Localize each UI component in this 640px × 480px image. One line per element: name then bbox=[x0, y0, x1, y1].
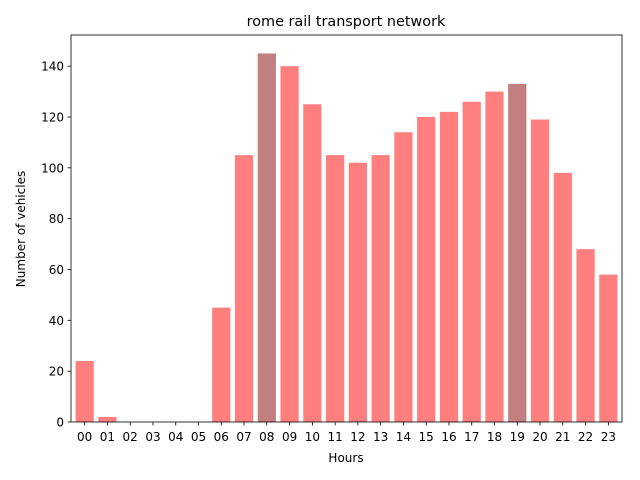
x-tick-label-13: 13 bbox=[373, 430, 388, 444]
bar-20 bbox=[530, 119, 550, 422]
bar-18 bbox=[485, 91, 504, 423]
x-tick-label-22: 22 bbox=[578, 430, 593, 444]
x-tick-label-03: 03 bbox=[145, 430, 160, 444]
x-tick-label-19: 19 bbox=[510, 430, 525, 444]
bar-06 bbox=[212, 307, 231, 422]
x-tick-label-00: 00 bbox=[77, 430, 92, 444]
x-tick-label-08: 08 bbox=[259, 430, 274, 444]
y-axis: 0 20 40 60 80 100 120 140 bbox=[41, 60, 71, 430]
x-tick-label-07: 07 bbox=[236, 430, 251, 444]
bar-19 bbox=[508, 83, 527, 423]
y-tick-label-40: 40 bbox=[49, 314, 64, 328]
bar-16 bbox=[439, 111, 459, 422]
y-axis-label: Number of vehicles bbox=[14, 171, 28, 287]
bar-21 bbox=[553, 172, 572, 422]
bar-12 bbox=[348, 162, 367, 422]
y-tick-label-80: 80 bbox=[49, 212, 64, 226]
x-tick-label-04: 04 bbox=[168, 430, 183, 444]
bar-11 bbox=[326, 155, 345, 422]
x-axis-label: Hours bbox=[328, 451, 363, 465]
x-tick-label-12: 12 bbox=[350, 430, 365, 444]
x-tick-label-01: 01 bbox=[100, 430, 115, 444]
bar-14 bbox=[394, 132, 413, 422]
bar-15 bbox=[417, 116, 436, 422]
x-tick-label-06: 06 bbox=[214, 430, 229, 444]
x-tick-label-14: 14 bbox=[396, 430, 411, 444]
y-tick-label-140: 140 bbox=[41, 60, 64, 74]
y-tick-label-0: 0 bbox=[56, 416, 64, 430]
bar-08 bbox=[257, 53, 276, 423]
y-tick-label-20: 20 bbox=[49, 365, 64, 379]
x-tick-label-20: 20 bbox=[532, 430, 547, 444]
x-tick-label-09: 09 bbox=[282, 430, 297, 444]
x-tick-label-23: 23 bbox=[601, 430, 616, 444]
bar-23 bbox=[599, 274, 618, 422]
y-tick-label-100: 100 bbox=[41, 161, 64, 175]
x-tick-label-18: 18 bbox=[487, 430, 502, 444]
x-tick-label-15: 15 bbox=[419, 430, 434, 444]
x-tick-label-17: 17 bbox=[464, 430, 479, 444]
bar-22 bbox=[576, 249, 595, 422]
x-tick-label-11: 11 bbox=[327, 430, 342, 444]
chart-title: rome rail transport network bbox=[247, 14, 446, 30]
bar-13 bbox=[371, 155, 390, 422]
bar-10 bbox=[303, 104, 322, 423]
y-tick-label-60: 60 bbox=[49, 263, 64, 277]
x-tick-label-02: 02 bbox=[123, 430, 138, 444]
bar-09 bbox=[280, 66, 299, 422]
bars-group bbox=[75, 53, 618, 423]
bar-07 bbox=[234, 155, 254, 422]
y-tick-label-120: 120 bbox=[41, 110, 64, 124]
x-axis: 00 01 02 03 04 05 06 07 08 09 10 11 12 13 14 15 16 17 18 19… bbox=[77, 422, 616, 444]
x-tick-label-16: 16 bbox=[441, 430, 456, 444]
bar-01 bbox=[98, 416, 117, 422]
x-tick-label-05: 05 bbox=[191, 430, 206, 444]
bar-17 bbox=[462, 101, 481, 423]
plot-frame bbox=[70, 34, 623, 423]
x-tick-label-21: 21 bbox=[555, 430, 570, 444]
x-tick-label-10: 10 bbox=[305, 430, 320, 444]
bar-00 bbox=[75, 360, 94, 422]
